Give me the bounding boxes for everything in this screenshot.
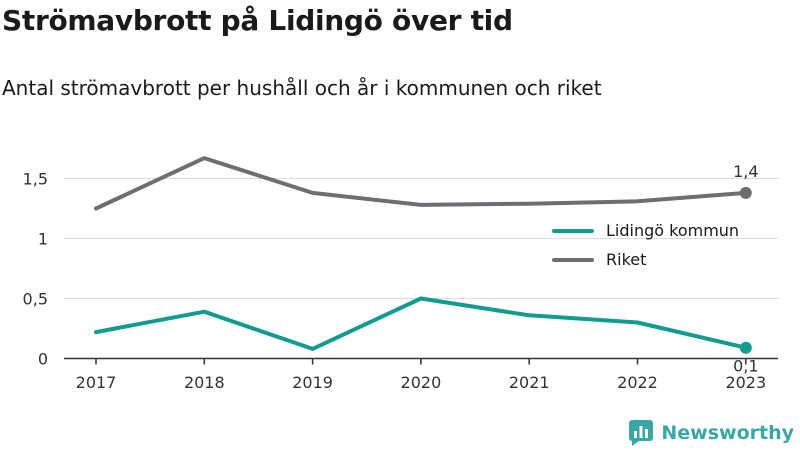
end-point-lidingo xyxy=(739,341,752,354)
y-tick-label: 1,5 xyxy=(23,170,48,189)
x-tick-label: 2017 xyxy=(76,373,117,392)
x-tick-label: 2023 xyxy=(725,373,766,392)
x-axis-ticks: 2017 2018 2019 2020 2021 2022 2023 xyxy=(76,358,766,392)
end-value-label-lidingo: 0,1 xyxy=(733,357,758,376)
chart-title: Strömavbrott på Lidingö över tid xyxy=(2,4,513,37)
y-axis-ticks: 0 0,5 1 1,5 xyxy=(23,170,48,369)
legend-label-riket: Riket xyxy=(606,250,647,269)
legend-item-lidingo: Lidingö kommun xyxy=(552,216,739,245)
y-tick-label: 0,5 xyxy=(23,290,48,309)
x-tick-label: 2021 xyxy=(509,373,550,392)
y-tick-label: 1 xyxy=(38,230,48,249)
legend-label-lidingo: Lidingö kommun xyxy=(606,221,740,240)
x-tick-label: 2022 xyxy=(617,373,658,392)
end-point-riket xyxy=(739,186,752,199)
bar-chart-logo-icon xyxy=(629,420,654,446)
series-line-riket xyxy=(94,156,748,211)
y-tick-label: 0 xyxy=(38,350,48,369)
end-value-label-riket: 1,4 xyxy=(733,162,758,181)
brand-name: Newsworthy xyxy=(661,422,794,444)
x-tick-label: 2020 xyxy=(401,373,442,392)
end-labels: 0,1 1,4 xyxy=(733,162,758,376)
series-lines xyxy=(94,156,752,354)
legend-swatch-riket xyxy=(552,257,594,262)
series-line-lidingo xyxy=(94,296,748,351)
x-tick-label: 2018 xyxy=(184,373,225,392)
legend-item-riket: Riket xyxy=(552,245,739,274)
x-tick-label: 2019 xyxy=(292,373,333,392)
legend: Lidingö kommun Riket xyxy=(552,216,739,274)
chart-subtitle: Antal strömavbrott per hushåll och år i … xyxy=(2,76,602,100)
legend-swatch-lidingo xyxy=(552,228,594,233)
brand-footer: Newsworthy xyxy=(629,420,794,446)
